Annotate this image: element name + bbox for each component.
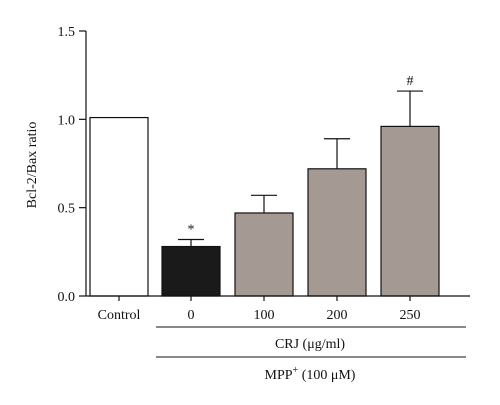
y-axis-label: Bcl-2/Bax ratio: [25, 122, 40, 209]
x-tick-label: 250: [400, 308, 421, 323]
bars: *#: [89, 74, 440, 297]
crj-group-label: CRJ (μg/ml): [275, 337, 345, 352]
y-axis: 0.0 0.5 1.0 1.5: [58, 25, 87, 305]
x-tick-label: Control: [98, 308, 141, 323]
mpp-label-main: MPP: [265, 368, 293, 383]
mpp-label-superscript: +: [293, 365, 299, 376]
significance-marker: *: [188, 222, 195, 237]
mpp-group-label: MPP+ (100 μM): [265, 365, 356, 383]
x-tick-label: 0: [188, 308, 195, 323]
y-tick-label: 1.0: [58, 113, 76, 128]
bar: [307, 168, 367, 297]
bar: [161, 245, 221, 297]
y-tick-label: 1.5: [58, 25, 76, 40]
x-axis: Control 0 100 200 250: [86, 295, 470, 323]
mpp-label-suffix: (100 μM): [298, 368, 356, 383]
bar: [234, 212, 294, 297]
bar: [380, 125, 440, 297]
bar: [89, 116, 149, 297]
x-tick-label: 100: [254, 308, 275, 323]
y-tick-label: 0.5: [58, 202, 76, 217]
y-tick-label: 0.0: [58, 290, 76, 305]
x-tick-label: 200: [327, 308, 348, 323]
significance-marker: #: [407, 74, 414, 89]
